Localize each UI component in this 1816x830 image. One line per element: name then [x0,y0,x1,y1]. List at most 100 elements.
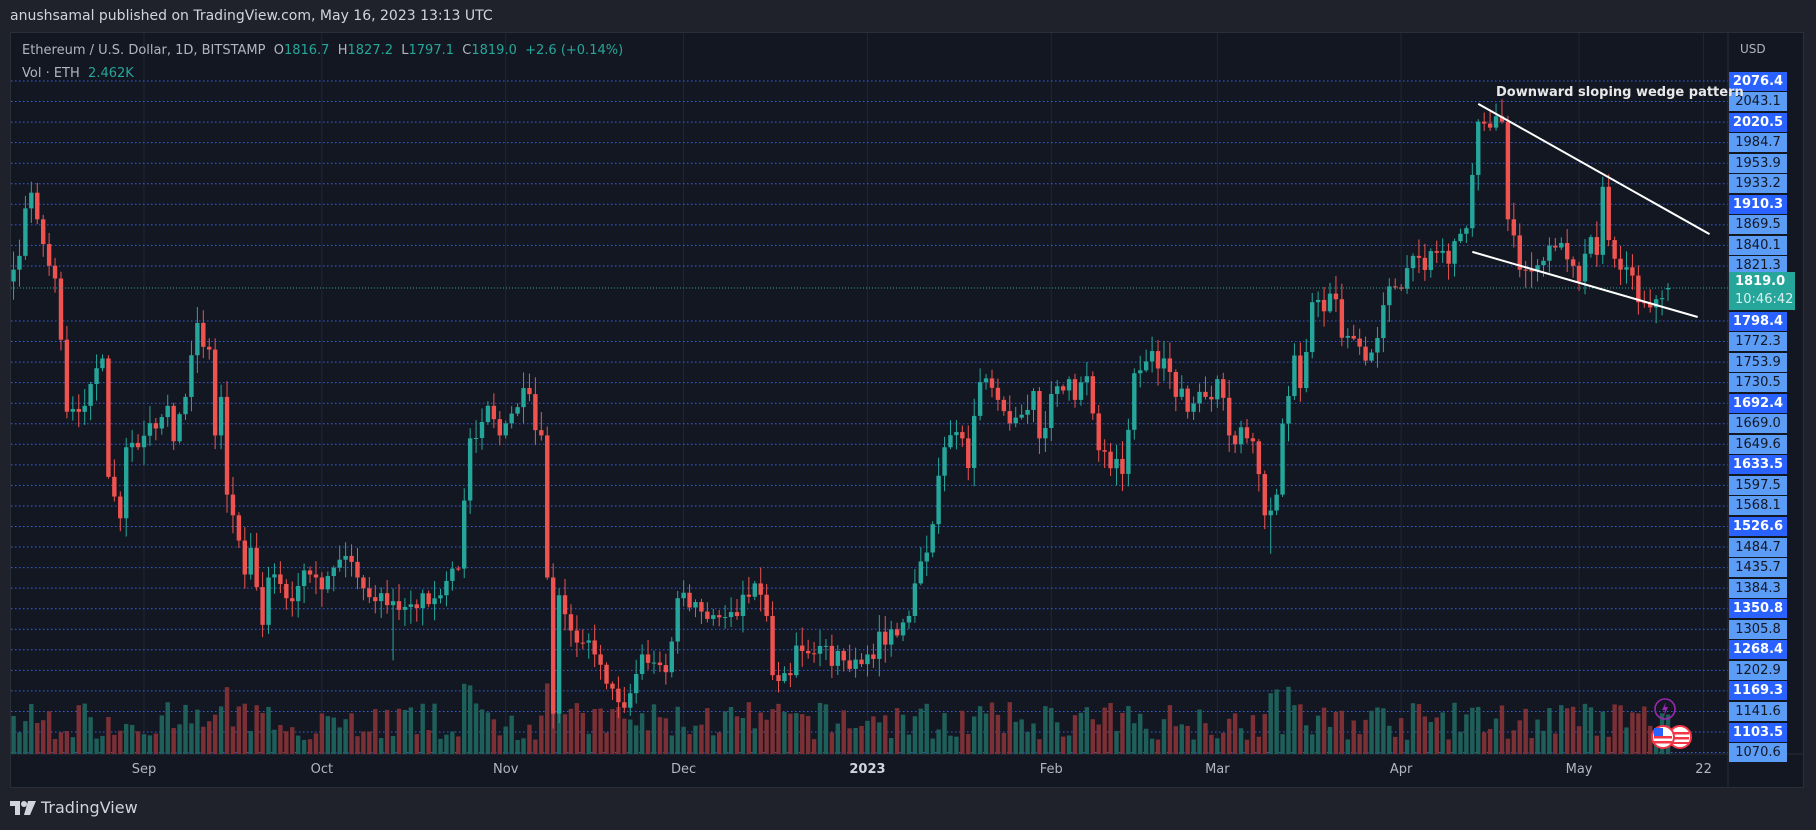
candle [1624,267,1629,270]
volume-bar [343,719,348,754]
candle [883,631,888,645]
volume-bar [663,718,669,754]
candle [295,586,301,602]
candle [930,524,935,553]
volume-bar [1126,706,1131,754]
volume-bar [509,715,514,754]
volume-bar [1173,726,1179,754]
volume-bar [1375,707,1380,754]
candle [669,641,674,673]
volume-bar [248,730,253,754]
volume-bar [1333,712,1339,754]
volume-bar [1404,739,1410,754]
candle [390,601,396,606]
candle [1072,379,1078,400]
candle [1019,414,1024,418]
volume-bar [82,703,87,754]
volume-bar [675,706,680,754]
volume-bar [1446,739,1451,754]
candle [782,673,787,682]
price-label: 1526.6 [1729,517,1787,536]
candle [189,355,194,397]
volume-bar [693,725,698,754]
candle [1333,293,1339,300]
volume-bar [722,711,728,754]
candle [242,540,248,575]
candle [533,394,538,431]
volume-bar [1310,734,1315,754]
candle [722,617,728,619]
currency-label[interactable]: USD [1740,42,1766,56]
volume-bar [758,712,763,754]
tradingview-logo[interactable]: TradingView [10,798,138,817]
volume-bar [11,715,16,754]
candle [124,447,129,519]
candle [58,278,64,340]
high-label: H [337,43,348,58]
volume-bar [1464,714,1469,754]
volume-bar [1262,714,1267,754]
candle [1606,186,1611,241]
volume-bar [912,716,918,754]
candle [800,645,805,651]
candle [734,612,740,616]
volume-bar [1410,703,1416,754]
candle [1007,411,1012,424]
candle [426,593,431,605]
volume-bar [989,702,995,754]
volume-bar [942,713,947,754]
volume-bar [1060,736,1066,754]
volume-bar [1167,705,1173,754]
candle [699,602,704,612]
volume-bar [1351,720,1356,754]
lightning-icon[interactable] [1653,697,1677,725]
volume-bar [539,715,544,754]
volume-bar [811,739,817,754]
candle [408,604,414,607]
candle [871,654,876,659]
candle [1434,251,1439,253]
volume-bar [242,703,248,754]
candle [711,615,716,619]
volume-bar [622,718,627,754]
volume-bar [1055,722,1060,754]
candle [776,675,781,682]
candle [1049,393,1054,428]
candle [1143,361,1149,371]
time-label: Feb [1039,762,1063,777]
us-flag-event-icon[interactable] [1650,724,1694,754]
volume-bar [1499,705,1505,754]
candle [977,382,983,416]
candle [1559,243,1564,248]
volume-bar [835,723,841,754]
volume-bar [325,716,331,754]
candle [764,594,769,616]
volume-bar [1043,706,1048,754]
volume-bar [817,702,823,754]
candle [1541,260,1546,266]
volume-bar [284,731,289,754]
candle [1321,299,1327,312]
price-label: 1692.4 [1729,393,1787,413]
volume-bar [545,683,550,754]
candle [1642,302,1647,304]
candle [40,219,46,245]
candle [509,413,514,424]
volume-bar [52,739,58,754]
volume-bar [1321,707,1327,754]
candle [1470,174,1475,229]
candle [859,659,864,665]
candle [260,587,265,625]
volume-bar [1108,703,1113,754]
volume-bar [580,712,586,754]
candle [195,322,200,356]
volume-bar [1434,717,1439,754]
volume-bar [1286,686,1291,754]
candle [811,653,817,655]
volume-bar [1523,708,1528,754]
candle [201,322,206,347]
volume-bar [1642,706,1647,754]
price-label: 1597.5 [1729,475,1787,495]
candle [1043,427,1048,439]
